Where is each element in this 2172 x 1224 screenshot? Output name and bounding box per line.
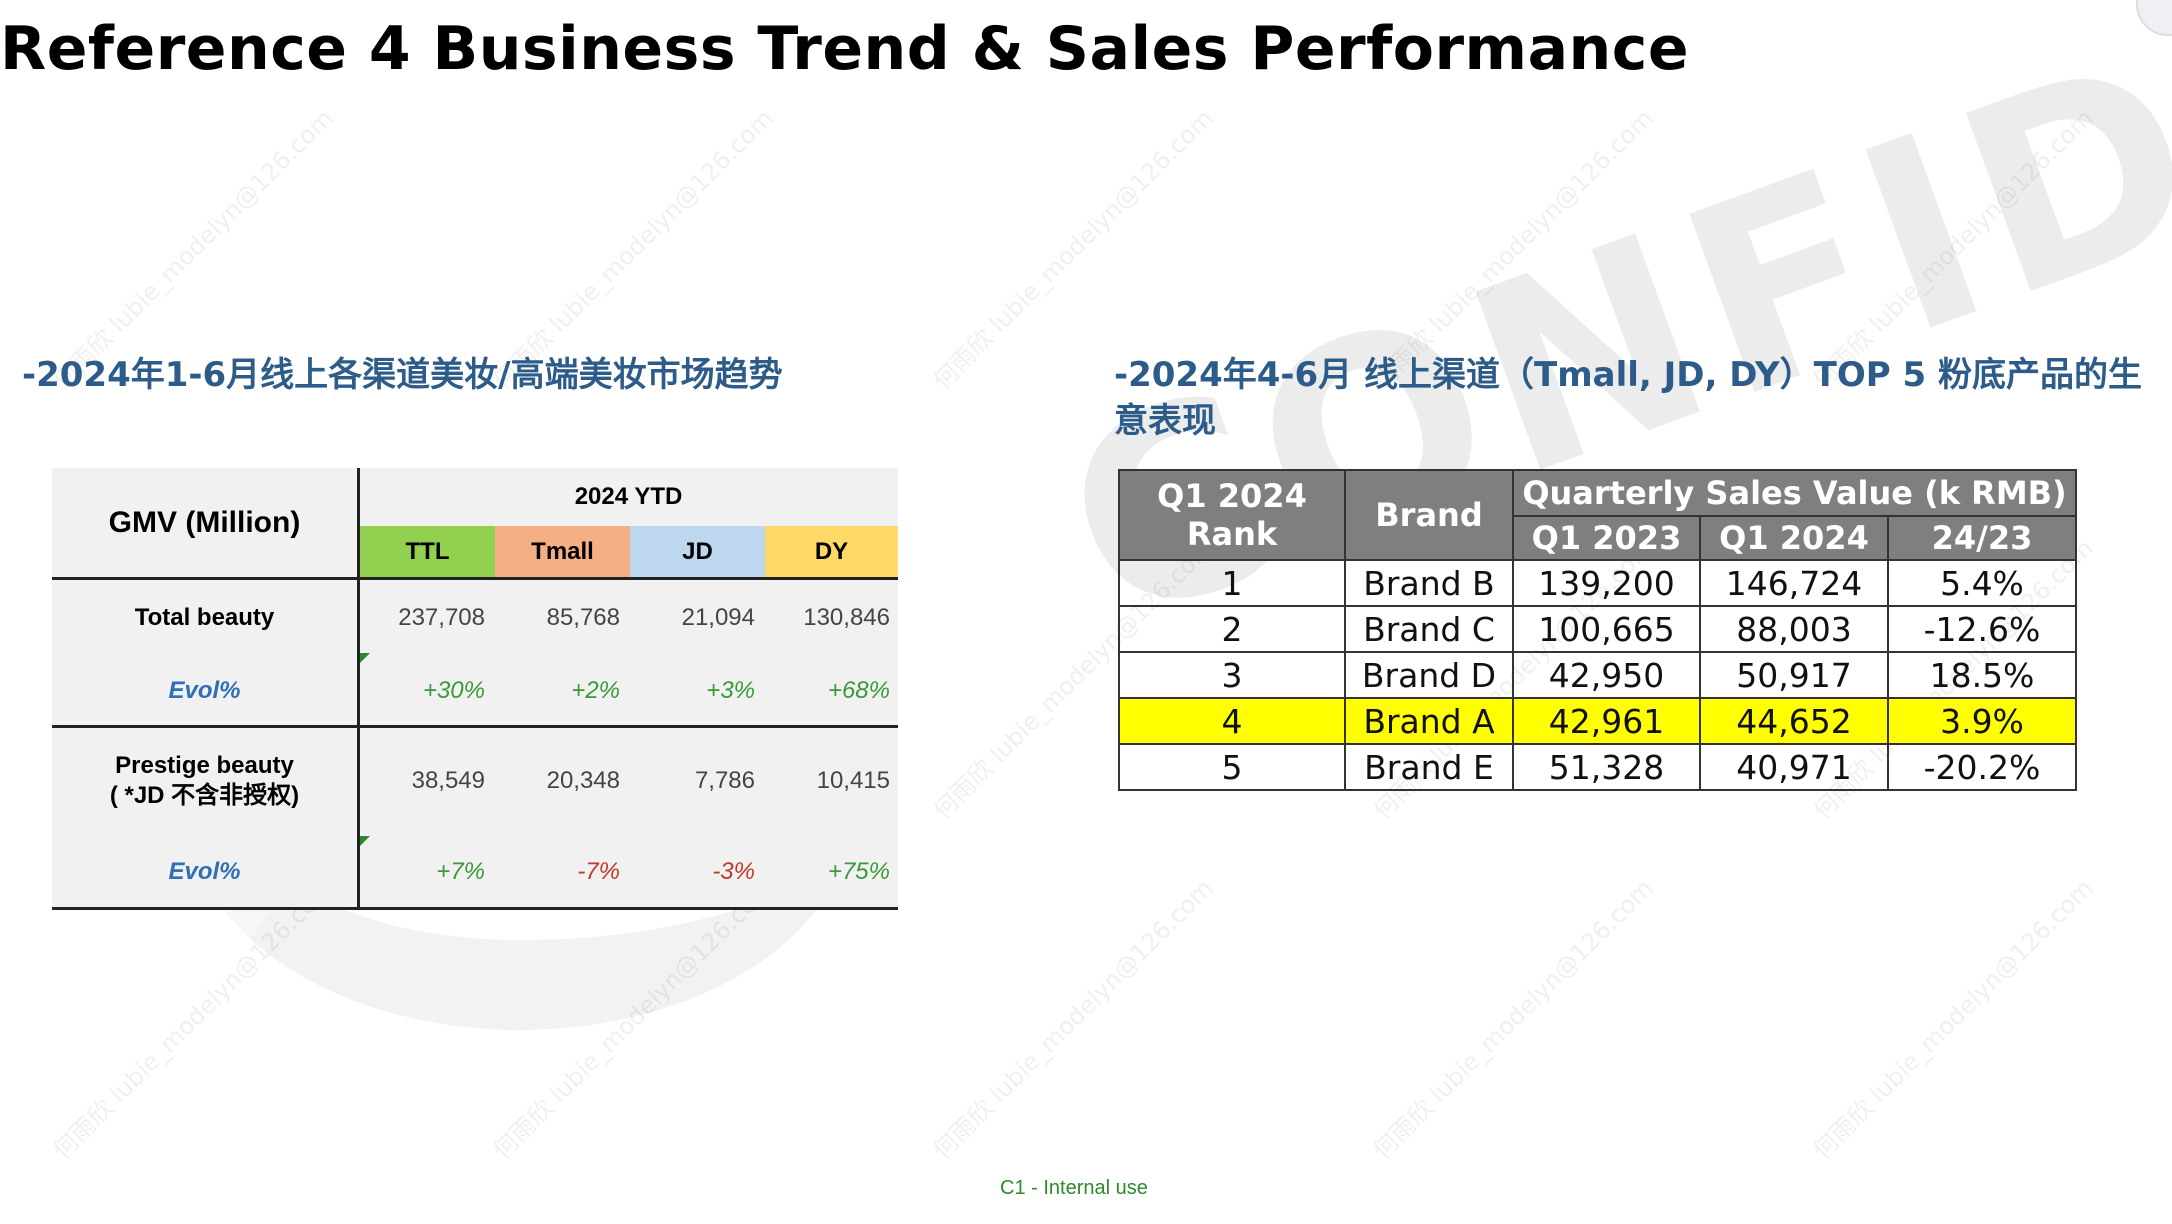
- row-label-line: ( *JD 不含非授权): [109, 782, 300, 809]
- table-divider: [52, 907, 898, 910]
- table-row: 3 Brand D 42,950 50,917 18.5%: [1118, 651, 2077, 699]
- left-section-title: -2024年1-6月线上各渠道美妆/高端美妆市场趋势: [22, 355, 783, 395]
- value-cell: 10,415: [816, 767, 890, 794]
- evol-cell: +3%: [706, 677, 755, 704]
- evol-label: Evol%: [168, 677, 241, 704]
- brand-cell: Brand B: [1344, 559, 1514, 607]
- email-watermark: 何雨欣 lubie_modelyn@126.com: [1807, 873, 2099, 1165]
- email-watermark: 何雨欣 lubie_modelyn@126.com: [1367, 873, 1659, 1165]
- value-cell: 38,549: [411, 767, 485, 794]
- evol-cell: +30%: [422, 677, 485, 704]
- q1-2023-cell: 51,328: [1512, 743, 1701, 791]
- rank-cell: 2: [1118, 605, 1346, 653]
- table-row: 2 Brand C 100,665 88,003 -12.6%: [1118, 605, 2077, 653]
- rank-header: Q1 2024 Rank: [1118, 469, 1346, 561]
- rank-cell: 1: [1118, 559, 1346, 607]
- page-title: Reference 4 Business Trend & Sales Perfo…: [0, 14, 1690, 84]
- channel-header-ttl: TTL: [360, 526, 495, 578]
- q1-2024-header: Q1 2024: [1699, 515, 1889, 561]
- row-label-total-beauty: Total beauty: [134, 604, 275, 631]
- email-watermark: 何雨欣 lubie_modelyn@126.com: [927, 873, 1219, 1165]
- brand-cell: Brand D: [1344, 651, 1514, 699]
- value-cell: 85,768: [546, 604, 620, 631]
- channel-header-dy: DY: [765, 526, 898, 578]
- email-watermark: 何雨欣 lubie_modelyn@126.com: [47, 103, 339, 395]
- row-label-prestige-beauty: Prestige beauty ( *JD 不含非授权): [52, 751, 357, 811]
- value-cell: 21,094: [681, 604, 755, 631]
- q1-2023-cell: 139,200: [1512, 559, 1701, 607]
- table-row: 1 Brand B 139,200 146,724 5.4%: [1118, 559, 2077, 607]
- rank-cell: 4: [1118, 697, 1346, 745]
- evol-label: Evol%: [168, 858, 241, 885]
- channel-header-tmall: Tmall: [495, 526, 630, 578]
- q1-2024-cell: 40,971: [1699, 743, 1889, 791]
- q1-2024-cell: 44,652: [1699, 697, 1889, 745]
- q1-2023-cell: 42,950: [1512, 651, 1701, 699]
- top5-rank-table: Q1 2024 Rank Brand Quarterly Sales Value…: [1118, 469, 2077, 791]
- email-watermark: 何雨欣 lubie_modelyn@126.com: [487, 103, 779, 395]
- ratio-cell: -12.6%: [1887, 605, 2077, 653]
- row-label-line: Prestige beauty: [115, 752, 294, 779]
- q1-2024-cell: 88,003: [1699, 605, 1889, 653]
- period-header: 2024 YTD: [574, 483, 683, 510]
- rank-cell: 5: [1118, 743, 1346, 791]
- evol-cell: +7%: [436, 858, 485, 885]
- value-cell: 130,846: [803, 604, 890, 631]
- ratio-cell: 5.4%: [1887, 559, 2077, 607]
- q1-2023-cell: 42,961: [1512, 697, 1701, 745]
- evol-cell: +75%: [827, 858, 890, 885]
- table-divider: [52, 725, 898, 728]
- q1-2023-header: Q1 2023: [1512, 515, 1701, 561]
- q1-2024-cell: 50,917: [1699, 651, 1889, 699]
- q1-2023-cell: 100,665: [1512, 605, 1701, 653]
- evol-cell: -3%: [712, 858, 755, 885]
- brand-header: Brand: [1344, 469, 1514, 561]
- right-section-title: -2024年4-6月 线上渠道（Tmall, JD, DY）TOP 5 粉底产品…: [1114, 355, 2142, 441]
- value-cell: 237,708: [398, 604, 485, 631]
- value-cell: 7,786: [694, 767, 755, 794]
- value-cell: 20,348: [546, 767, 620, 794]
- evol-cell: +68%: [827, 677, 890, 704]
- ratio-cell: -20.2%: [1887, 743, 2077, 791]
- table-divider: [52, 577, 898, 580]
- q1-2024-cell: 146,724: [1699, 559, 1889, 607]
- channel-header-jd: JD: [630, 526, 765, 578]
- evol-cell: -7%: [577, 858, 620, 885]
- table-row-highlighted: 4 Brand A 42,961 44,652 3.9%: [1118, 697, 2077, 745]
- ratio-header: 24/23: [1887, 515, 2077, 561]
- error-indicator-icon: [360, 653, 370, 663]
- rank-cell: 3: [1118, 651, 1346, 699]
- brand-cell: Brand A: [1344, 697, 1514, 745]
- error-indicator-icon: [360, 836, 370, 846]
- brand-cell: Brand C: [1344, 605, 1514, 653]
- table-row: 5 Brand E 51,328 40,971 -20.2%: [1118, 743, 2077, 791]
- email-watermark: 何雨欣 lubie_modelyn@126.com: [47, 873, 339, 1165]
- brand-cell: Brand E: [1344, 743, 1514, 791]
- gmv-header: GMV (Million): [108, 506, 301, 539]
- gmv-table: GMV (Million) 2024 YTD TTL Tmall JD DY T…: [52, 468, 898, 910]
- ratio-cell: 18.5%: [1887, 651, 2077, 699]
- evol-cell: +2%: [571, 677, 620, 704]
- sales-value-header: Quarterly Sales Value (k RMB): [1512, 469, 2077, 517]
- table-divider: [357, 468, 360, 910]
- ratio-cell: 3.9%: [1887, 697, 2077, 745]
- footer-classification: C1 - Internal use: [1000, 1177, 1148, 1199]
